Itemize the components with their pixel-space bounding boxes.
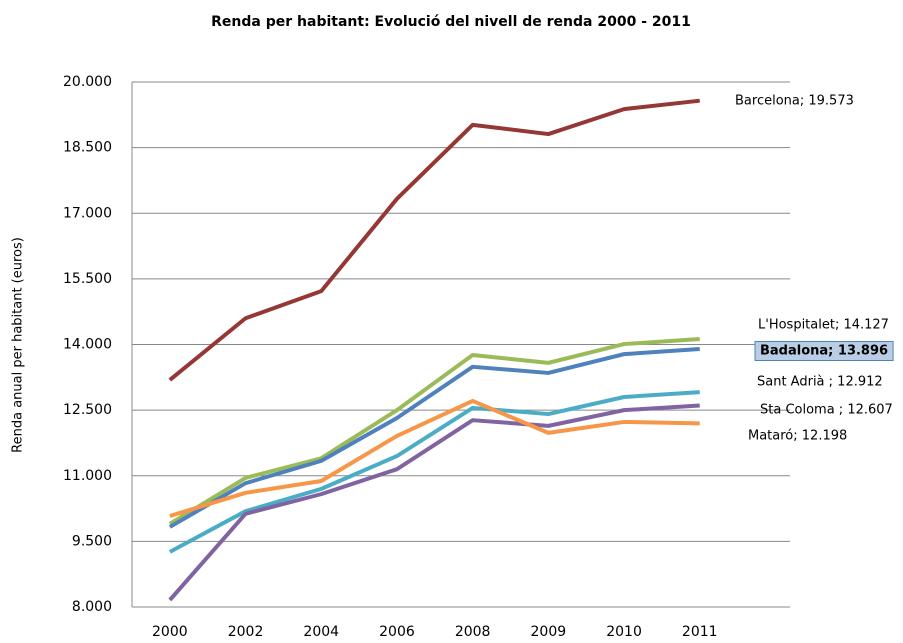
y-tick-label: 18.500 bbox=[63, 140, 112, 156]
x-tick-label: 2002 bbox=[228, 624, 264, 640]
y-tick-label: 12.500 bbox=[63, 402, 112, 418]
y-tick-label: 8.000 bbox=[72, 599, 112, 615]
y-tick-label: 14.000 bbox=[63, 337, 112, 353]
y-tick-label: 11.000 bbox=[63, 468, 112, 484]
series-line bbox=[168, 390, 700, 554]
x-tick-label: 2009 bbox=[531, 624, 567, 640]
y-tick-label: 15.500 bbox=[63, 271, 112, 287]
y-tick-label: 9.500 bbox=[72, 533, 112, 549]
x-tick-label: 2010 bbox=[606, 624, 642, 640]
data-label-box bbox=[754, 341, 894, 361]
x-tick-label: 2004 bbox=[303, 624, 339, 640]
y-axis-label: Renda anual per habitant (euros) bbox=[11, 237, 26, 453]
x-tick-label: 2000 bbox=[152, 624, 188, 640]
x-tick-label: 2006 bbox=[379, 624, 415, 640]
series-line bbox=[168, 403, 700, 602]
data-label: Sant Adrià ; 12.912 bbox=[757, 375, 883, 390]
x-tick-label: 2011 bbox=[682, 624, 718, 640]
x-tick-label: 2008 bbox=[455, 624, 491, 640]
y-tick-label: 20.000 bbox=[63, 74, 112, 90]
series-line bbox=[168, 98, 700, 382]
series-line bbox=[168, 336, 700, 526]
data-label: L'Hospitalet; 14.127 bbox=[758, 318, 889, 333]
series-line bbox=[169, 398, 700, 518]
data-label: Sta Coloma ; 12.607 bbox=[760, 403, 893, 418]
data-label: Badalona; 13.896 bbox=[760, 344, 888, 359]
data-label: Barcelona; 19.573 bbox=[735, 94, 854, 109]
y-tick-label: 17.000 bbox=[63, 205, 112, 221]
data-label: Mataró; 12.198 bbox=[748, 429, 847, 444]
series-line bbox=[168, 347, 700, 529]
chart-title: Renda per habitant: Evolució del nivell … bbox=[211, 14, 691, 30]
